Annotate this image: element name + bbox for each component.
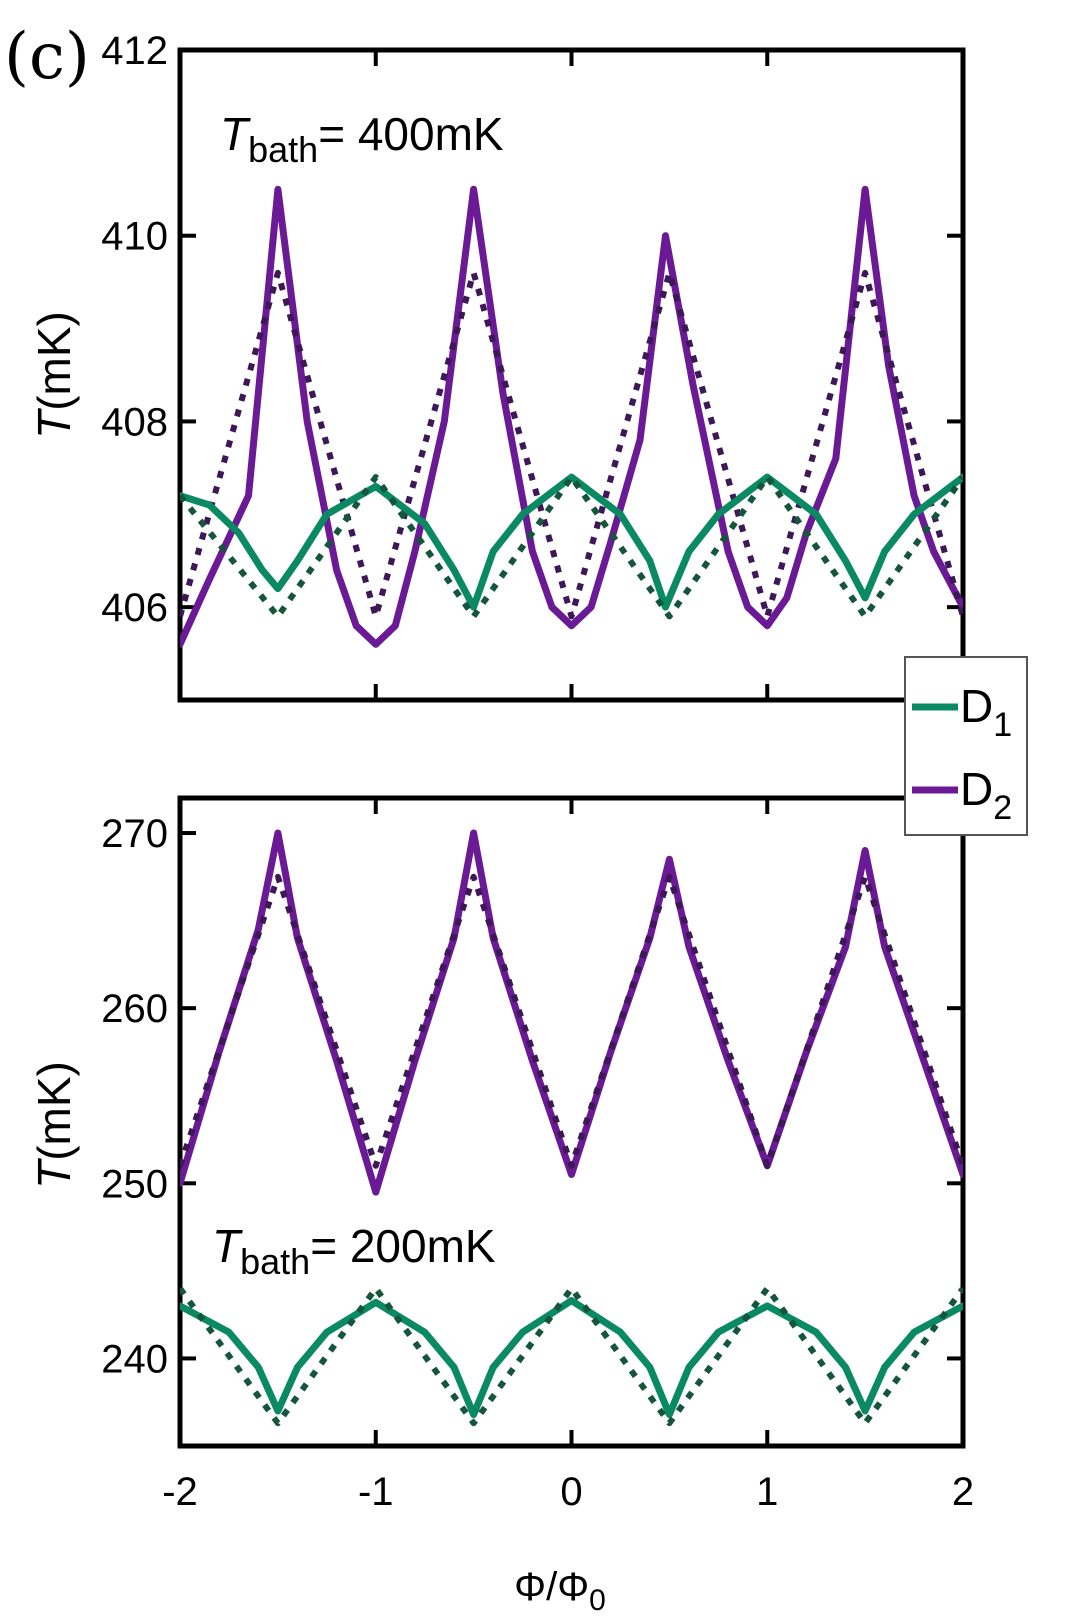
bottom-plot-area [177,795,966,1449]
bottom-series-d1-fit [180,1285,963,1427]
top-series [180,185,963,648]
bottom-annotation: Tbath= 200mK [212,1220,496,1282]
x-tick-label: 0 [560,1470,582,1514]
legend: D1 D2 [904,656,1028,836]
legend-item-d2: D2 [912,763,1012,827]
top-y-ticks: 406 408 410 412 [101,29,963,630]
legend-item-d1: D1 [912,680,1012,744]
x-axis-label-sub: 0 [589,1584,606,1614]
x-tick-label: 1 [756,1470,778,1514]
top-series-d2-fit [180,269,963,620]
bottom-series-d2-fit [180,873,963,1169]
top-annotation-symbol: T [220,108,251,160]
bottom-annotation-sub: bath [240,1241,310,1282]
top-y-label: T(mK) [28,311,80,439]
top-series-d1 [180,473,963,611]
bottom-y-tick-label: 250 [101,1162,168,1206]
top-plot-area [177,47,966,703]
top-annotation-text: = 400mK [318,108,504,160]
top-y-tick-label: 410 [101,215,168,259]
bottom-y-ticks: 240 250 260 270 [101,812,963,1381]
top-y-label-unit: (mK) [28,311,80,411]
legend-label-d1: D1 [960,680,1012,744]
top-series-d2 [180,185,963,648]
x-tick-label: -2 [162,1470,198,1514]
bottom-y-tick-label: 270 [101,812,168,856]
top-y-label-symbol: T [28,408,80,439]
bottom-annotation-text: = 200mK [310,1220,496,1272]
x-tick-label: -1 [358,1470,394,1514]
bottom-y-tick-label: 260 [101,987,168,1031]
panel-label: (c) [4,20,90,94]
x-axis-label-main: Φ/Φ [514,1565,589,1609]
bottom-series [180,829,963,1427]
x-tick-label: 2 [952,1470,974,1514]
top-y-tick-label: 408 [101,400,168,444]
bottom-y-tick-label: 240 [101,1337,168,1381]
top-annotation-sub: bath [248,129,318,170]
bottom-y-label: T(mK) [28,1061,80,1189]
bottom-annotation-symbol: T [212,1220,243,1272]
top-y-tick-label: 406 [101,586,168,630]
top-annotation: Tbath= 400mK [220,108,504,170]
bottom-x-ticks [178,798,965,1446]
x-axis-label: Φ/Φ0 [514,1565,606,1614]
legend-label-d2: D2 [960,763,1012,827]
x-tick-labels: -2 -1 0 1 2 [162,1470,974,1514]
bottom-series-d1 [180,1297,963,1418]
bottom-y-label-unit: (mK) [28,1061,80,1161]
top-series-d1-fit [180,474,963,620]
legend-box [904,656,1028,836]
top-y-tick-label: 412 [101,29,168,73]
bottom-y-label-symbol: T [28,1158,80,1189]
